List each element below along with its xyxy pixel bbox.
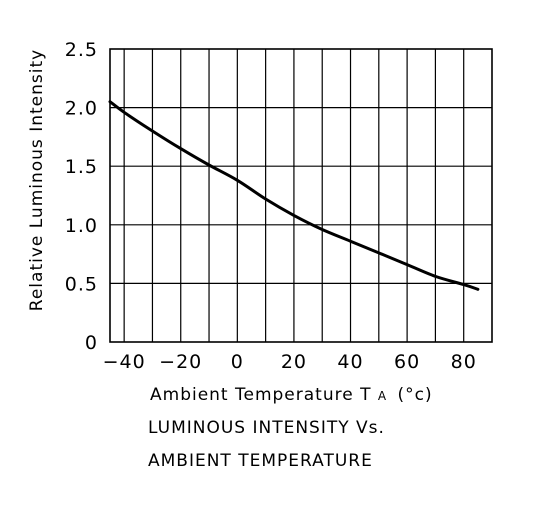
grid <box>110 49 492 342</box>
x-tick-label: 40 <box>337 351 363 373</box>
x-axis-label-main: Ambient Temperature T <box>150 385 371 405</box>
y-tick-label: 1.0 <box>65 215 98 237</box>
plot-frame <box>110 49 492 342</box>
y-tick-label: 0 <box>85 332 98 354</box>
x-axis-label-unit: (°c) <box>398 385 433 405</box>
x-axis-label: Ambient Temperature T A (°c) <box>150 385 433 405</box>
y-axis-label: Relative Luminous Intensity <box>27 49 47 311</box>
x-tick-label: 80 <box>451 351 477 373</box>
caption-line-2: AMBIENT TEMPERATURE <box>148 451 373 471</box>
y-tick-label: 2.0 <box>65 98 98 120</box>
x-tick-label: −20 <box>159 351 202 373</box>
x-tick-label: 0 <box>231 351 244 373</box>
y-axis-ticks: 0 0.5 1.0 1.5 2.0 2.5 <box>65 39 98 354</box>
y-tick-label: 1.5 <box>65 156 98 178</box>
x-axis-label-subscript: A <box>378 389 387 403</box>
x-axis-ticks: −40 −20 0 20 40 60 80 <box>103 351 477 373</box>
y-tick-label: 2.5 <box>65 39 98 61</box>
x-tick-label: 60 <box>394 351 420 373</box>
y-tick-label: 0.5 <box>65 273 98 295</box>
x-tick-label: −40 <box>103 351 146 373</box>
x-tick-label: 20 <box>281 351 307 373</box>
caption-line-1: LUMINOUS INTENSITY Vs. <box>148 418 385 438</box>
